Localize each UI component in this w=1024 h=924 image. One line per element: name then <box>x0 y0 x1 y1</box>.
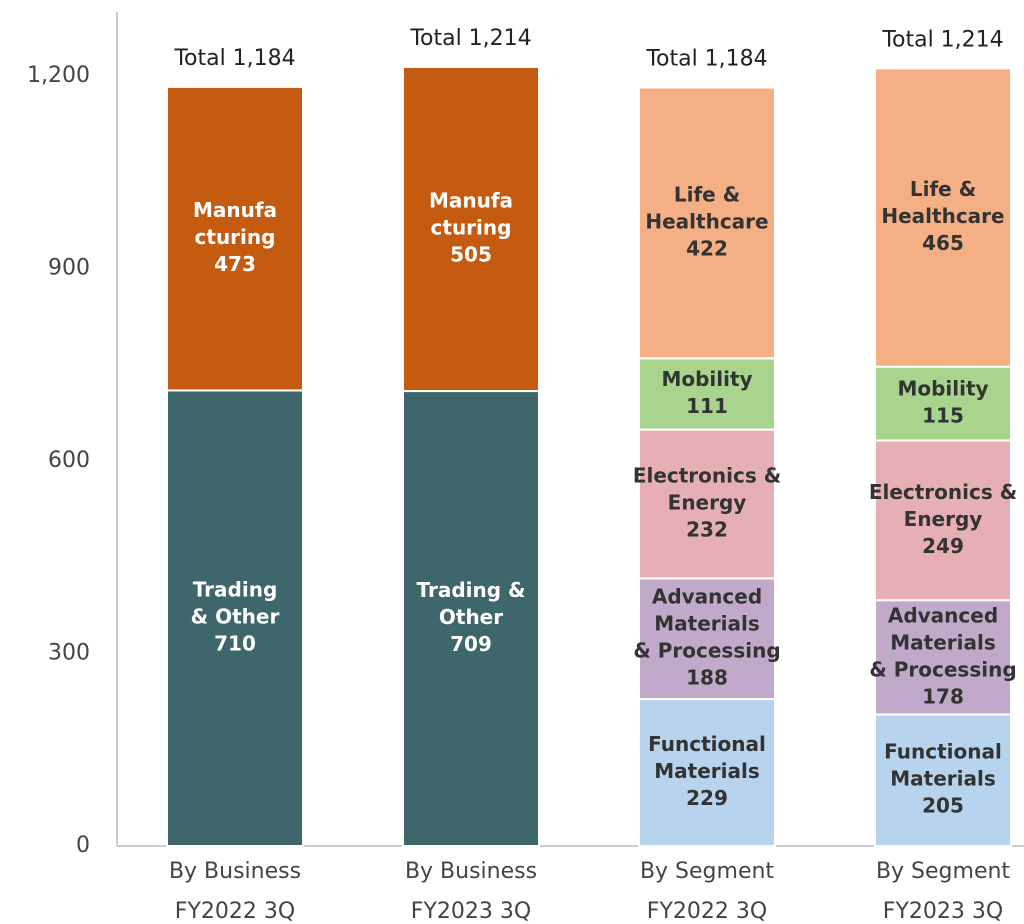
bar-segment <box>402 390 540 847</box>
y-tick-label: 0 <box>76 833 90 858</box>
value-label: 115 <box>922 404 964 428</box>
y-tick-label: 1,200 <box>27 63 90 88</box>
segment-label: Materials <box>890 767 996 791</box>
bar-segment <box>166 389 304 847</box>
segment-label: Materials <box>890 630 996 654</box>
segment-label: cturing <box>431 216 512 240</box>
segment-label: Mobility <box>897 377 988 401</box>
total-label: Total 1,184 <box>173 46 295 71</box>
segment-label: & Other <box>191 605 280 629</box>
segment-label: Other <box>439 605 503 629</box>
segment-label: Manufa <box>193 198 277 222</box>
bar-segment <box>874 67 1012 368</box>
segment-label: Electronics & <box>633 463 781 487</box>
value-label: 465 <box>922 231 964 255</box>
segment-label: Life & <box>674 182 740 206</box>
bar-segment <box>874 439 1012 602</box>
x-tick-label: By Segment <box>640 859 774 884</box>
segment-label: & Processing <box>869 657 1016 681</box>
segment-label: Mobility <box>661 367 752 391</box>
segment-label: Materials <box>654 612 760 636</box>
bar-segment <box>874 365 1012 442</box>
value-label: 188 <box>686 666 728 690</box>
segment-label: Advanced <box>652 585 762 609</box>
x-tick-label: By Business <box>169 859 301 884</box>
bar-segment <box>402 66 540 393</box>
bar-segment <box>874 599 1012 716</box>
x-tick-label: By Business <box>405 859 537 884</box>
segment-label: Manufa <box>429 189 513 213</box>
segment-label: Functional <box>648 732 766 756</box>
x-tick-label: FY2022 3Q <box>647 899 767 924</box>
segment-label: Trading <box>193 578 278 602</box>
segment-label: Trading & <box>417 578 526 602</box>
segment-label: Healthcare <box>881 204 1004 228</box>
value-label: 473 <box>214 252 256 276</box>
y-tick-label: 900 <box>48 256 90 281</box>
segment-label: Life & <box>910 177 976 201</box>
x-tick-label: FY2022 3Q <box>175 899 295 924</box>
bar-segment <box>638 357 776 431</box>
value-label: 505 <box>450 243 492 267</box>
x-tick-label: By Segment <box>876 859 1010 884</box>
segment-label: Advanced <box>888 603 998 627</box>
bar-segment <box>166 85 304 392</box>
total-label: Total 1,214 <box>409 26 531 51</box>
bar-segment <box>638 577 776 701</box>
segment-label: Electronics & <box>869 480 1017 504</box>
bar-segment <box>638 428 776 580</box>
bar-segment <box>638 86 776 360</box>
bar-segment <box>638 698 776 848</box>
x-tick-label: FY2023 3Q <box>883 899 1003 924</box>
value-label: 178 <box>922 684 964 708</box>
segment-label: Healthcare <box>645 209 768 233</box>
segment-label: cturing <box>195 225 276 249</box>
segment-label: Functional <box>884 740 1002 764</box>
value-label: 111 <box>686 394 728 418</box>
y-tick-label: 600 <box>48 448 90 473</box>
segment-label: Energy <box>904 507 983 531</box>
value-label: 710 <box>214 632 256 656</box>
value-label: 229 <box>686 786 728 810</box>
total-label: Total 1,184 <box>645 47 767 72</box>
y-tick-label: 300 <box>48 641 90 666</box>
value-label: 709 <box>450 632 492 656</box>
value-label: 232 <box>686 517 728 541</box>
segment-label: & Processing <box>633 639 780 663</box>
segment-label: Materials <box>654 759 760 783</box>
value-label: 205 <box>922 794 964 818</box>
value-label: 422 <box>686 236 728 260</box>
value-label: 249 <box>922 534 964 558</box>
total-label: Total 1,214 <box>881 27 1003 52</box>
x-tick-label: FY2023 3Q <box>411 899 531 924</box>
segment-label: Energy <box>668 490 747 514</box>
